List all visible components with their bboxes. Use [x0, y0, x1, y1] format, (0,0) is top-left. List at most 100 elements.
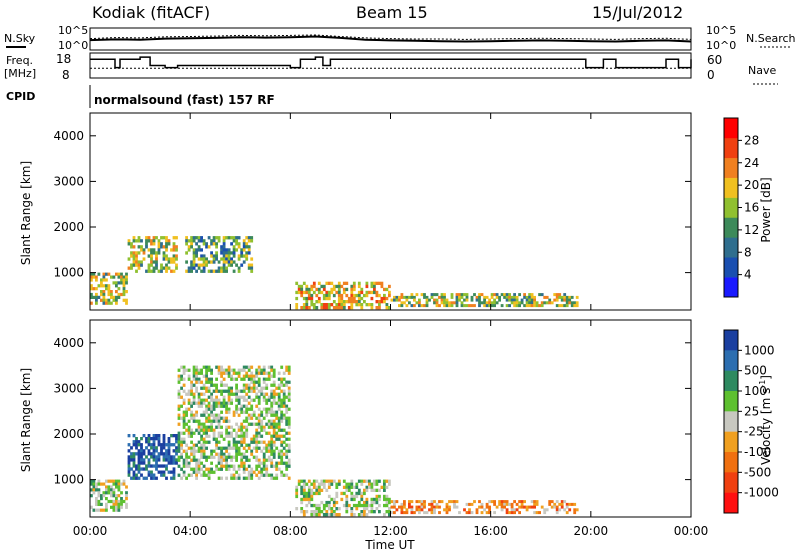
heatmap-cell [202, 473, 206, 477]
heatmap-cell [132, 461, 136, 465]
heatmap-cell [425, 301, 429, 305]
heatmap-cell [320, 290, 324, 295]
heatmap-cell [180, 404, 183, 408]
heatmap-cell [167, 446, 171, 450]
heatmap-cell [242, 374, 246, 378]
heatmap-cell [107, 298, 111, 302]
heatmap-cell [468, 511, 471, 515]
heatmap-cell [152, 269, 156, 273]
heatmap-cell [170, 470, 173, 474]
heatmap-cell [340, 491, 344, 496]
heatmap-cell [140, 239, 143, 243]
heatmap-cell [172, 473, 176, 477]
heatmap-cell [215, 377, 218, 381]
heatmap-cell [250, 422, 254, 426]
heatmap-cell [275, 410, 279, 414]
heatmap-cell [345, 510, 349, 514]
heatmap-cell [320, 284, 324, 289]
heatmap-cell [180, 377, 183, 381]
heatmap-cell [508, 295, 511, 299]
heatmap-cell [558, 304, 562, 308]
heatmap-cell [247, 383, 251, 387]
heatmap-cell [200, 425, 203, 429]
heatmap-cell [135, 263, 138, 267]
heatmap-cell [363, 500, 366, 505]
heatmap-cell [230, 434, 233, 438]
heatmap-cell [162, 257, 166, 261]
heatmap-cell [510, 298, 514, 302]
heatmap-cell [205, 407, 208, 411]
heatmap-cell [370, 303, 374, 307]
heatmap-cell [428, 502, 431, 506]
heatmap-cell [488, 500, 491, 504]
heatmap-cell [342, 287, 346, 292]
heatmap-cell [155, 254, 158, 258]
heatmap-cell [262, 440, 266, 444]
heatmap-cell [410, 508, 414, 512]
heatmap-cell [197, 392, 201, 396]
heatmap-cell [235, 377, 238, 381]
heatmap-cell [307, 287, 311, 292]
heatmap-cell [305, 306, 309, 310]
heatmap-cell [190, 260, 193, 264]
heatmap-cell [222, 401, 226, 405]
heatmap-cell [117, 505, 121, 509]
heatmap-cell [202, 254, 206, 258]
heatmap-cell [285, 449, 289, 453]
heatmap-cell [568, 502, 572, 506]
heatmap-cell [105, 497, 108, 501]
heatmap-cell [237, 464, 241, 468]
heatmap-cell [140, 473, 143, 477]
heatmap-cell [440, 293, 444, 297]
heatmap-cell [230, 260, 233, 264]
heatmap-cell [110, 491, 113, 495]
heatmap-cell [330, 281, 334, 285]
heatmap-cell [222, 437, 226, 441]
heatmap-cell [152, 251, 156, 255]
heatmap-cell [222, 419, 226, 423]
heatmap-cell [535, 500, 539, 504]
heatmap-cell [190, 266, 193, 270]
heatmap-cell [227, 371, 231, 375]
heatmap-cell [192, 419, 196, 423]
heatmap-cell [355, 293, 359, 298]
heatmap-cell [305, 284, 309, 289]
heatmap-cell [277, 398, 281, 402]
heatmap-cell [528, 295, 531, 299]
heatmap-cell [383, 488, 386, 492]
heatmap-cell [250, 407, 254, 411]
heatmap-cell [115, 485, 118, 489]
heatmap-cell [102, 278, 106, 282]
heatmap-cell [242, 419, 246, 423]
heatmap-cell [135, 452, 138, 456]
heatmap-cell [165, 266, 168, 270]
heatmap-cell [418, 301, 421, 305]
heatmap-cell [270, 410, 274, 414]
heatmap-cell [130, 458, 133, 462]
heatmap-cell [435, 505, 439, 509]
heatmap-cell [115, 502, 118, 506]
heatmap-cell [405, 304, 409, 308]
heatmap-cell [152, 446, 156, 450]
heatmap-cell [112, 502, 116, 506]
heatmap-cell [220, 269, 223, 273]
heatmap-cell [287, 416, 291, 420]
heatmap-cell [320, 482, 324, 486]
heatmap-cell [212, 413, 216, 417]
heatmap-cell [152, 236, 156, 240]
heatmap-cell [137, 455, 141, 459]
heatmap-cell [222, 368, 226, 372]
heatmap-cell [160, 242, 163, 246]
heatmap-cell [440, 500, 444, 504]
heatmap-cell [317, 290, 321, 295]
heatmap-cell [235, 476, 238, 480]
heatmap-cell [155, 437, 158, 441]
heatmap-cell [115, 508, 118, 512]
heatmap-cell [225, 269, 228, 273]
heatmap-cell [285, 419, 289, 423]
heatmap-cell [192, 443, 196, 447]
heatmap-cell [237, 254, 241, 258]
heatmap-cell [220, 461, 223, 465]
heatmap-cell [155, 263, 158, 267]
heatmap-cell [237, 245, 241, 249]
